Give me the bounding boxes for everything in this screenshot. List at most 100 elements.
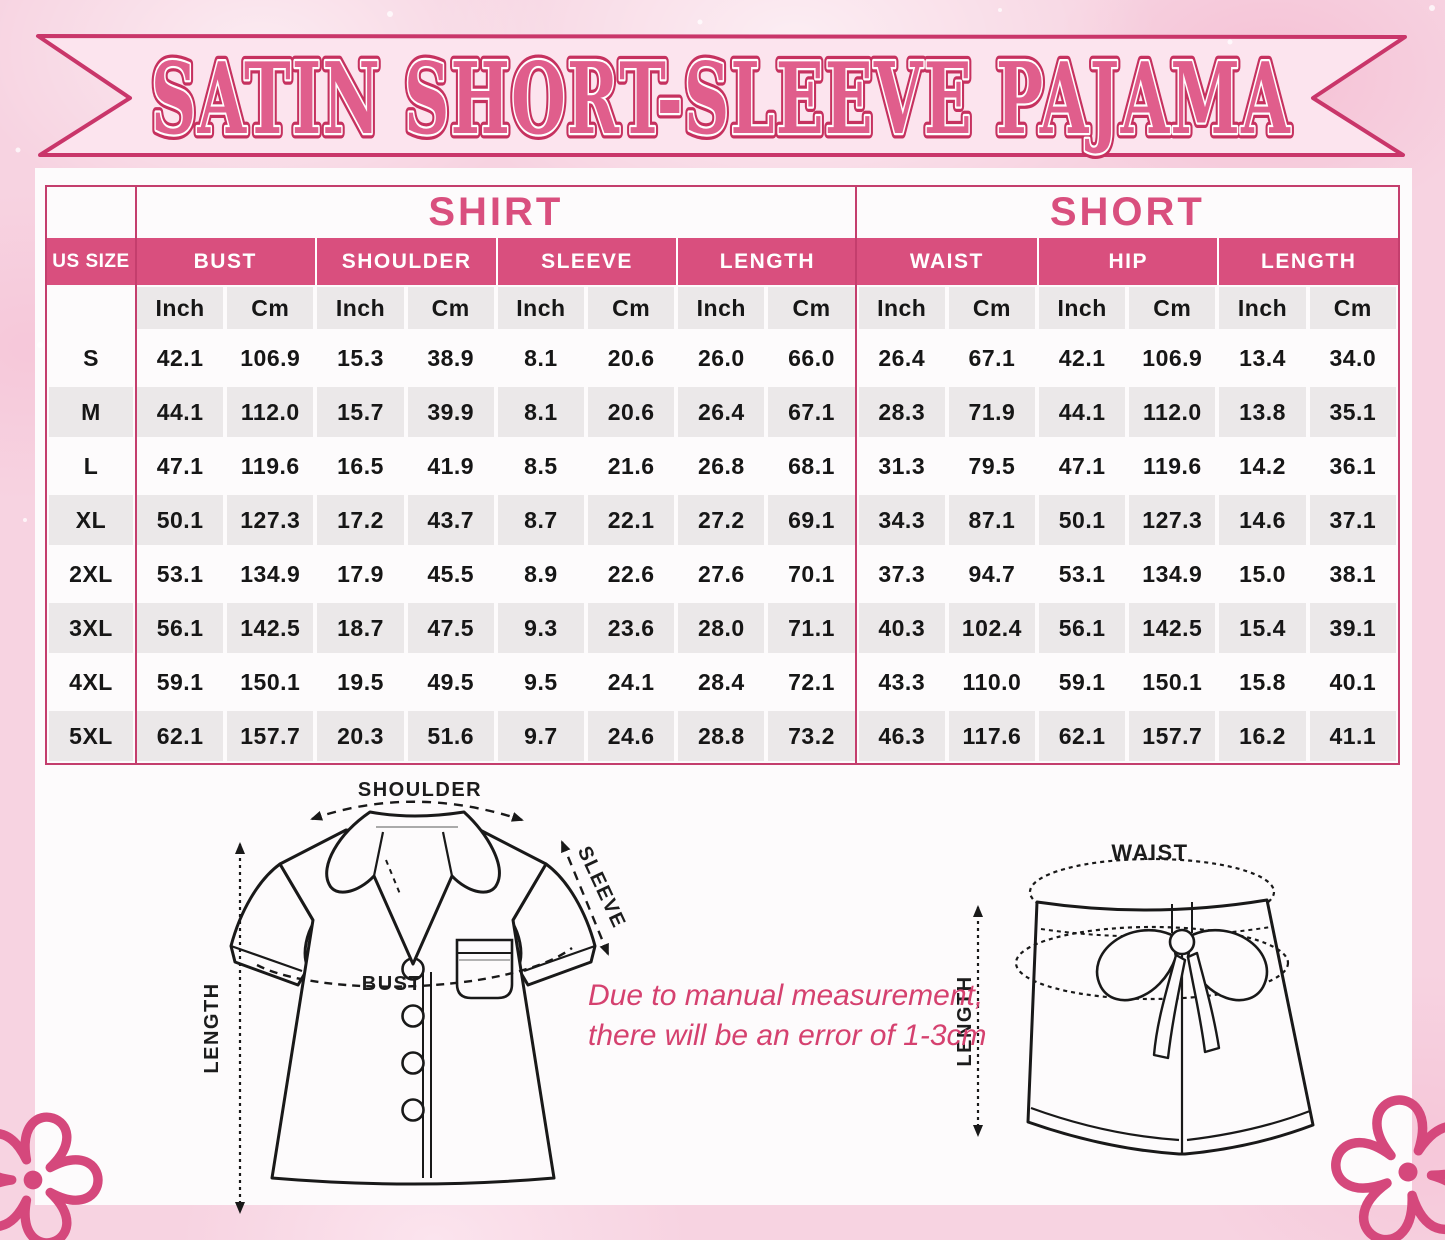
unit-label: Cm — [225, 285, 315, 331]
cell: 50.1 — [1037, 493, 1127, 547]
table-row: L 47.1 119.6 16.5 41.9 8.5 21.6 26.8 68.1 31.3 79… — [47, 439, 1398, 493]
size-label: 5XL — [47, 709, 135, 763]
cell: 68.1 — [788, 452, 835, 479]
column-divider — [135, 187, 137, 763]
header-shoulder: SHOULDER — [315, 238, 496, 285]
shorts-diagram: WAIST HIP LENGTH — [955, 840, 1315, 1156]
header-us-size: US SIZE — [47, 238, 135, 285]
bow-placket-lines — [1171, 902, 1193, 933]
cell: 43.7 — [406, 493, 496, 547]
unit-label: Inch — [676, 285, 766, 331]
cell: 150.1 — [1142, 668, 1203, 695]
cell: 71.9 — [947, 385, 1037, 439]
cell: 59.1 — [156, 668, 204, 695]
cell: 142.5 — [225, 601, 315, 655]
cell: 69.1 — [766, 493, 856, 547]
cell: 26.0 — [697, 344, 745, 371]
cell: 66.0 — [788, 344, 835, 371]
cell: 17.2 — [315, 493, 405, 547]
bow-knot — [1168, 928, 1196, 956]
cell: 31.3 — [878, 452, 926, 479]
cell: 20.6 — [586, 385, 676, 439]
size-label: S — [83, 344, 99, 371]
size-chart-table: SHIRT SHORT US SIZE BUST SHOULDER SLEEVE… — [45, 185, 1400, 765]
bow-left-loop — [1095, 928, 1178, 1002]
cell: 112.0 — [225, 385, 315, 439]
cell: 59.1 — [1058, 668, 1106, 695]
cell: 24.1 — [607, 668, 655, 695]
cell: 36.1 — [1329, 452, 1377, 479]
cell: 16.5 — [337, 452, 384, 479]
table-row: 2XL 53.1 134.9 17.9 45.5 8.9 22.6 27.6 70.1 37.3… — [47, 547, 1398, 601]
unit-label: Cm — [406, 285, 496, 331]
cell: 20.3 — [315, 709, 405, 763]
bow-right-tail — [1186, 951, 1221, 1054]
shirt-button — [401, 1098, 425, 1122]
cell: 28.4 — [697, 668, 745, 695]
unit-label: Inch — [496, 285, 586, 331]
cell: 35.1 — [1308, 385, 1398, 439]
unit-label: Inch — [135, 285, 225, 331]
cell: 39.9 — [406, 385, 496, 439]
cell: 49.5 — [427, 668, 475, 695]
size-chart: SHIRT SHORT US SIZE BUST SHOULDER SLEEVE… — [47, 187, 1398, 763]
cell: 8.1 — [524, 344, 558, 371]
cell: 26.4 — [676, 385, 766, 439]
cell: 62.1 — [135, 709, 225, 763]
table-row: 3XL 56.1 142.5 18.7 47.5 9.3 23.6 28.0 71.1 40.3… — [47, 601, 1398, 655]
header-sleeve: SLEEVE — [495, 238, 677, 285]
unit-label: Cm — [947, 285, 1037, 331]
cell: 14.6 — [1217, 493, 1307, 547]
cell: 9.3 — [496, 601, 586, 655]
cell: 15.8 — [1239, 668, 1286, 695]
bust-measure-curve — [256, 947, 573, 988]
cell: 8.7 — [496, 493, 586, 547]
cell: 18.7 — [315, 601, 405, 655]
short-section-title: SHORT — [1049, 190, 1205, 234]
cell: 40.3 — [857, 601, 947, 655]
cell: 119.6 — [240, 452, 300, 479]
cell: 41.1 — [1308, 709, 1398, 763]
cell: 53.1 — [156, 560, 204, 587]
cell: 110.0 — [962, 668, 1022, 695]
table-row: S 42.1 106.9 15.3 38.9 8.1 20.6 26.0 66.0 26.4 67… — [47, 331, 1398, 385]
unit-label: Cm — [586, 285, 676, 331]
cell: 112.0 — [1127, 385, 1217, 439]
cell: 70.1 — [788, 560, 835, 587]
cell: 22.1 — [586, 493, 676, 547]
cell: 134.9 — [1142, 560, 1203, 587]
cell: 27.2 — [676, 493, 766, 547]
unit-label: Inch — [315, 285, 405, 331]
shirt-button — [401, 1004, 425, 1028]
shorts-hem-lines — [1030, 1106, 1311, 1142]
shirt-lapel-notches — [372, 831, 454, 877]
section-divider — [855, 187, 857, 763]
cell: 117.6 — [947, 709, 1037, 763]
size-label: 3XL — [47, 601, 135, 655]
header-waist: WAIST — [856, 238, 1038, 285]
cell: 38.1 — [1329, 560, 1377, 587]
measurement-note-line2: there will be an error of 1-3cm — [588, 1019, 987, 1052]
cell: 53.1 — [1058, 560, 1106, 587]
cell: 102.4 — [947, 601, 1037, 655]
cell: 79.5 — [968, 452, 1016, 479]
cell: 37.3 — [878, 560, 926, 587]
cell: 21.6 — [607, 452, 655, 479]
cell: 13.4 — [1239, 344, 1286, 371]
cell: 42.1 — [1058, 344, 1106, 371]
table-row: M 44.1 112.0 15.7 39.9 8.1 20.6 26.4 67.1 28.3 71… — [47, 385, 1398, 439]
measurement-note-line1: Due to manual measurement, — [588, 979, 984, 1012]
cell: 50.1 — [135, 493, 225, 547]
cell: 9.7 — [496, 709, 586, 763]
page-title: SATIN SHORT-SLEEVE PAJAMA — [151, 42, 1291, 157]
hip-measure-ellipse — [1014, 925, 1290, 1001]
cell: 47.1 — [1058, 452, 1106, 479]
shirt-placket — [422, 968, 432, 1178]
table-row: 4XL 59.1 150.1 19.5 49.5 9.5 24.1 28.4 72.1 43.3… — [47, 655, 1398, 709]
cell: 72.1 — [788, 668, 835, 695]
cell: 127.3 — [1127, 493, 1217, 547]
cell: 62.1 — [1037, 709, 1127, 763]
sleeve-measure-arrow — [560, 840, 610, 956]
cell: 28.0 — [676, 601, 766, 655]
cell: 41.9 — [427, 452, 475, 479]
